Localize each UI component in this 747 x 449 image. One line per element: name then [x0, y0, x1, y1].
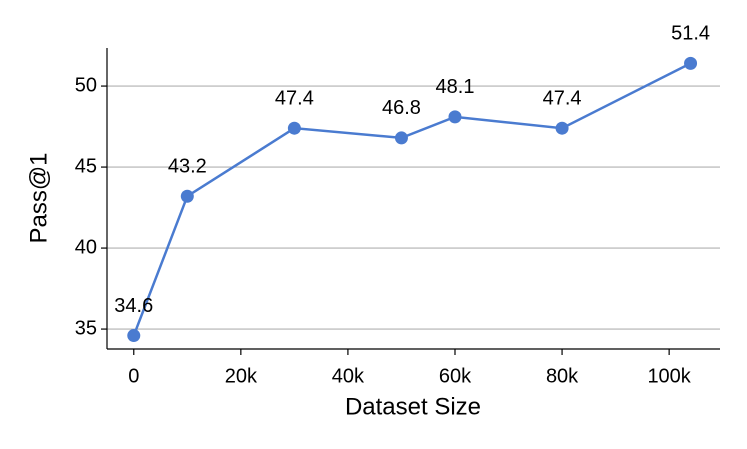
- y-tick-label: 40: [75, 236, 97, 258]
- data-point: [287, 121, 301, 135]
- data-label: 48.1: [436, 76, 475, 98]
- data-point: [684, 56, 698, 70]
- x-tick-label: 20k: [225, 365, 258, 387]
- x-tick-label: 100k: [647, 365, 691, 387]
- data-point: [555, 121, 569, 135]
- data-label: 43.2: [168, 156, 207, 178]
- data-label: 51.4: [671, 23, 710, 45]
- x-axis-title: Dataset Size: [345, 393, 481, 420]
- x-tick-label: 40k: [332, 365, 365, 387]
- data-label: 46.8: [382, 97, 421, 119]
- y-tick-label: 35: [75, 317, 97, 339]
- x-tick-label: 80k: [546, 365, 579, 387]
- data-label: 47.4: [275, 87, 314, 109]
- data-point: [127, 329, 141, 343]
- y-tick-label: 50: [75, 74, 97, 96]
- x-tick-label: 60k: [439, 365, 472, 387]
- data-point: [180, 189, 194, 203]
- data-point: [448, 110, 462, 124]
- data-point: [394, 131, 408, 145]
- y-tick-label: 45: [75, 155, 97, 177]
- y-axis-title: Pass@1: [25, 152, 52, 243]
- data-label: 47.4: [543, 87, 582, 109]
- data-label: 34.6: [114, 295, 153, 317]
- x-tick-label: 0: [128, 365, 139, 387]
